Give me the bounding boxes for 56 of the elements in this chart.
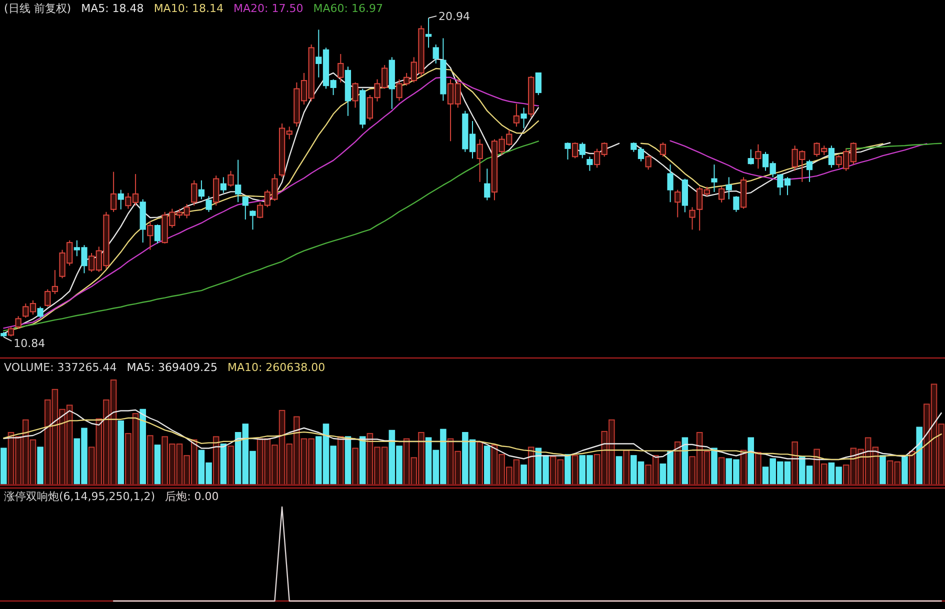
text: MA10: 260638.00 (227, 361, 326, 374)
candlestick (338, 54, 344, 83)
bar (344, 436, 352, 486)
candlestick (689, 206, 696, 230)
bar (748, 437, 754, 486)
bar (118, 420, 124, 486)
chart-title: (日线 前复权) (4, 2, 72, 15)
candlestick (711, 164, 718, 193)
text: MA10: 18.14 (154, 2, 224, 15)
bar (0, 448, 7, 486)
candlestick (726, 176, 732, 200)
bar (359, 436, 366, 486)
bar (880, 455, 886, 486)
bar (352, 448, 358, 486)
text: MA5: 18.48 (81, 2, 144, 15)
bar (564, 454, 571, 486)
bar (902, 456, 908, 486)
bar (228, 446, 234, 486)
bar (711, 448, 718, 486)
bar (154, 444, 161, 486)
bar (338, 436, 344, 486)
candlestick (388, 56, 395, 110)
series-label: VOLUME: 337265.44 (4, 361, 117, 374)
bar (623, 450, 630, 486)
text: 后炮: 0.00 (165, 490, 219, 503)
bar (484, 446, 490, 486)
candlestick (520, 107, 527, 129)
candlestick (344, 66, 352, 116)
chart-title: 涨停双响炮(6,14,95,250,1,2) (4, 490, 156, 503)
text: MA5: 369409.25 (126, 361, 218, 374)
bar (476, 441, 483, 486)
candlestick (586, 156, 593, 172)
bar (674, 441, 681, 486)
candlestick (425, 18, 432, 48)
text: 10.84 (14, 337, 46, 350)
bar (37, 446, 44, 486)
candlestick (755, 144, 762, 170)
text: MA60: 16.97 (313, 2, 383, 15)
bar (520, 464, 527, 486)
candlestick (198, 180, 205, 200)
bar (140, 408, 146, 486)
candlestick (235, 159, 242, 203)
candlestick (667, 164, 674, 203)
text: MA20: 17.50 (234, 2, 304, 15)
bar (792, 441, 798, 486)
candlestick (740, 176, 747, 210)
bar (718, 457, 725, 486)
annotation: 20.94 (438, 10, 470, 23)
bar (147, 435, 154, 486)
candlestick (440, 38, 446, 102)
bar (755, 452, 762, 486)
bar (616, 456, 622, 486)
bar (572, 455, 578, 486)
bar (220, 444, 227, 486)
candlestick (476, 138, 483, 182)
bar (916, 426, 922, 486)
